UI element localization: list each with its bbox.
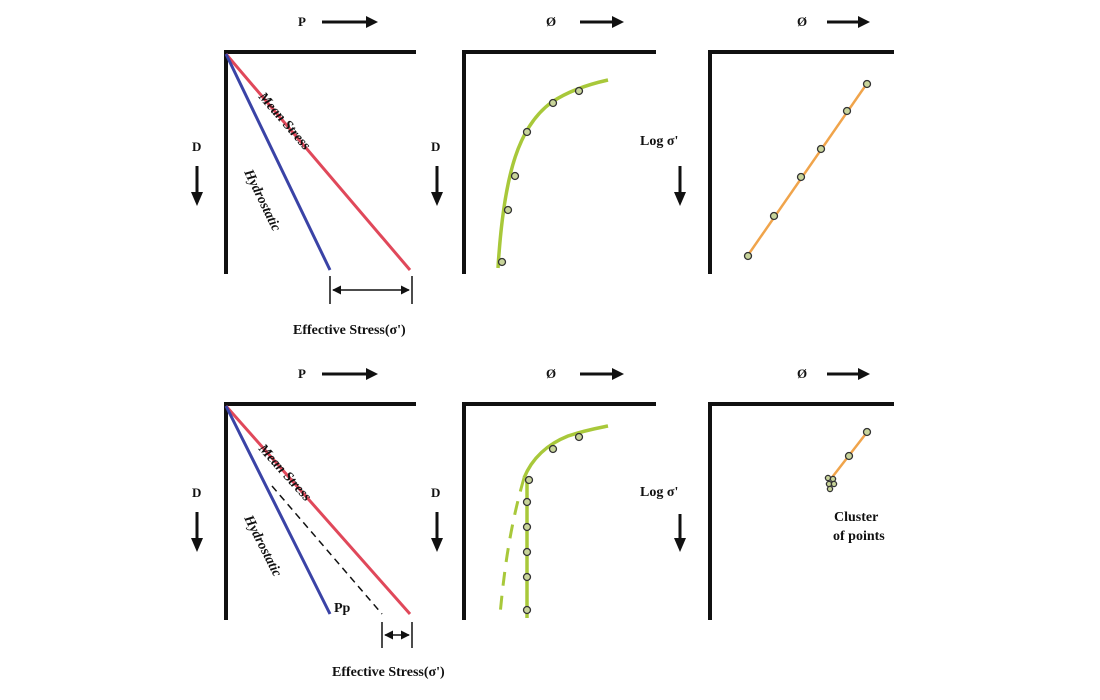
bottom-d-symbol-1: D — [192, 485, 201, 500]
bottom-porosity-point — [522, 547, 532, 557]
top-mean-stress-label: Mean Stress — [254, 89, 313, 154]
bottom-porosity-panel: Ø D — [431, 366, 656, 620]
bottom-pp-label: Pp — [334, 601, 351, 616]
top-hydrostatic-line — [224, 53, 332, 271]
top-log-point — [842, 106, 852, 116]
bottom-pressure-axes — [224, 402, 416, 620]
bottom-porosity-point — [522, 605, 532, 615]
bottom-log-point — [844, 451, 854, 461]
bottom-log-panel: Ø Log σ' Cluster of points — [640, 366, 894, 620]
top-effective-stress-label: Effective Stress(σ') — [293, 323, 406, 338]
top-phi-symbol-1: Ø — [546, 14, 556, 29]
bottom-porosity-point — [522, 572, 532, 582]
bottom-porosity-point — [574, 432, 584, 442]
bottom-log-arrowhead — [674, 538, 686, 552]
top-d-symbol-1: D — [192, 139, 201, 154]
bottom-porosity-point — [524, 475, 534, 485]
cluster-point — [826, 485, 834, 493]
bottom-log-point — [862, 427, 872, 437]
cluster-point — [824, 474, 832, 482]
top-porosity-panel: Ø D — [431, 14, 656, 274]
cluster-point — [830, 480, 838, 488]
bottom-phi-arrowhead-1 — [612, 368, 624, 380]
cluster-label-line1: Cluster — [834, 510, 878, 525]
top-d-symbol-2: D — [431, 139, 440, 154]
bottom-pressure-panel: P D Mean Stress Hydrostatic Pp Effective… — [191, 366, 445, 680]
top-hydrostatic-label: Hydrostatic — [240, 166, 284, 234]
bottom-phi-arrowhead-2 — [858, 368, 870, 380]
bottom-mean-stress-line — [224, 405, 412, 615]
top-log-sigma-label: Log σ' — [640, 134, 678, 149]
top-log-point — [816, 144, 826, 154]
bottom-phi-symbol-1: Ø — [546, 366, 556, 381]
top-log-panel: Ø Log σ' — [640, 14, 894, 274]
bottom-porosity-point — [522, 497, 532, 507]
top-pressure-panel: P D Mean Stress Hydrostatic Effective St… — [191, 14, 416, 338]
bottom-hydrostatic-label: Hydrostatic — [240, 512, 285, 580]
cluster-label-line2: of points — [833, 529, 885, 544]
bottom-d-arrowhead-1 — [191, 538, 203, 552]
top-log-point — [743, 251, 753, 261]
bottom-phi-symbol-2: Ø — [797, 366, 807, 381]
top-porosity-curve — [496, 78, 609, 269]
bottom-cluster-points — [824, 474, 838, 493]
top-porosity-axes — [462, 50, 656, 274]
bottom-normal-trend-dashed — [498, 477, 526, 616]
top-log-point — [769, 211, 779, 221]
top-phi-arrowhead-1 — [612, 16, 624, 28]
top-log-arrowhead — [674, 192, 686, 206]
bottom-p-arrowhead — [366, 368, 378, 380]
top-log-point — [862, 79, 872, 89]
bottom-log-sigma-label: Log σ' — [640, 485, 678, 500]
bottom-porosity-curve — [522, 424, 609, 479]
top-log-axes — [708, 50, 894, 274]
top-porosity-point — [503, 205, 513, 215]
top-d-arrowhead-1 — [191, 192, 203, 206]
top-pressure-axes — [224, 50, 416, 274]
bottom-d-symbol-2: D — [431, 485, 440, 500]
bottom-effective-stress-label: Effective Stress(σ') — [332, 665, 445, 680]
top-porosity-point — [574, 86, 584, 96]
bottom-pore-pressure-line — [271, 485, 383, 615]
top-porosity-point — [522, 127, 532, 137]
bottom-p-symbol: P — [298, 366, 306, 381]
top-mean-stress-line — [224, 53, 412, 271]
bottom-porosity-point — [548, 444, 558, 454]
top-phi-arrowhead-2 — [858, 16, 870, 28]
bottom-row: P D Mean Stress Hydrostatic Pp Effective… — [191, 366, 894, 680]
cluster-point — [829, 475, 837, 483]
top-row: P D Mean Stress Hydrostatic Effective St… — [191, 14, 894, 338]
bottom-log-axes — [708, 402, 894, 620]
top-phi-symbol-2: Ø — [797, 14, 807, 29]
top-d-arrowhead-2 — [431, 192, 443, 206]
top-porosity-point — [548, 98, 558, 108]
top-porosity-point — [497, 257, 507, 267]
bottom-d-arrowhead-2 — [431, 538, 443, 552]
bottom-porosity-point — [522, 522, 532, 532]
bottom-porosity-axes — [462, 402, 656, 620]
bottom-hydrostatic-line — [224, 405, 332, 615]
top-log-point — [796, 172, 806, 182]
top-p-arrowhead — [366, 16, 378, 28]
bottom-mean-stress-label: Mean Stress — [254, 441, 314, 505]
top-porosity-point — [510, 171, 520, 181]
top-p-symbol: P — [298, 14, 306, 29]
